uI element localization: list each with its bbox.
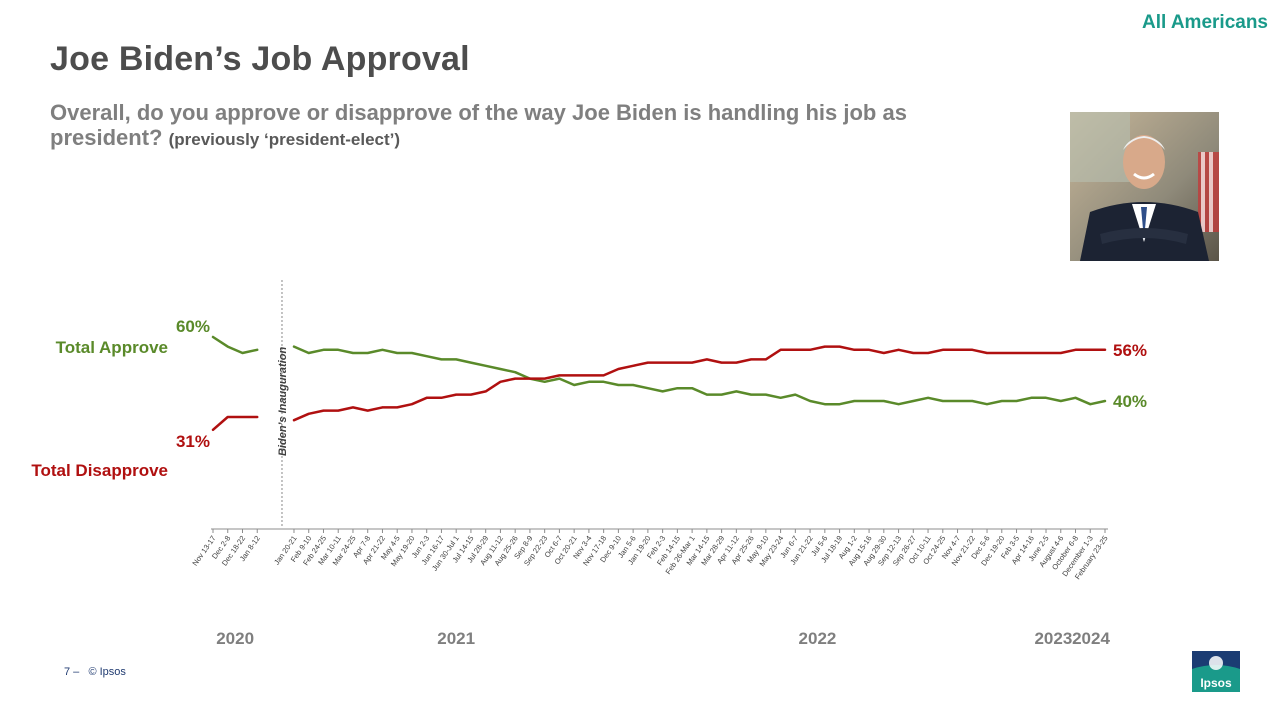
page-title: Joe Biden’s Job Approval xyxy=(50,40,470,78)
approve-line xyxy=(292,345,1107,406)
year-label: 2024 xyxy=(1072,629,1110,648)
president-photo xyxy=(1070,112,1219,261)
inauguration-annotation: Biden’s Inauguration xyxy=(277,347,289,456)
question-note: (previously ‘president-elect’) xyxy=(168,130,401,149)
year-label: 2022 xyxy=(799,629,837,648)
question-text: Overall, do you approve or disapprove of… xyxy=(50,100,907,150)
ipsos-logo-text: Ipsos xyxy=(1200,676,1232,690)
approve-line xyxy=(211,335,259,355)
approve-legend-label: Total Approve xyxy=(56,338,168,357)
audience-label: All Americans xyxy=(1141,12,1268,33)
disapprove-line xyxy=(211,415,259,432)
disapprove-start-value: 31% xyxy=(176,432,210,451)
ipsos-logo: Ipsos xyxy=(1192,651,1240,692)
portrait-image xyxy=(1070,112,1219,261)
year-label: 2020 xyxy=(216,629,254,648)
series-labels: Total Approve 60% 40% Total Disapprove 31% 56… xyxy=(31,317,1147,480)
series-lines xyxy=(211,335,1107,432)
year-label: 2021 xyxy=(437,629,475,648)
footer: 7 – © Ipsos xyxy=(64,666,126,678)
page-number: 7 – xyxy=(64,666,80,678)
copyright: © Ipsos xyxy=(88,666,126,678)
approve-start-value: 60% xyxy=(176,317,210,336)
survey-question: Overall, do you approve or disapprove of… xyxy=(50,100,980,152)
disapprove-line xyxy=(292,345,1107,422)
year-label: 2023 xyxy=(1034,629,1072,648)
approve-end-value: 40% xyxy=(1113,392,1147,411)
disapprove-legend-label: Total Disapprove xyxy=(31,461,168,480)
year-labels: 2020 2021 2022 2023 2024 xyxy=(216,629,1110,648)
disapprove-end-value: 56% xyxy=(1113,341,1147,360)
x-axis-ticks xyxy=(212,529,1106,533)
